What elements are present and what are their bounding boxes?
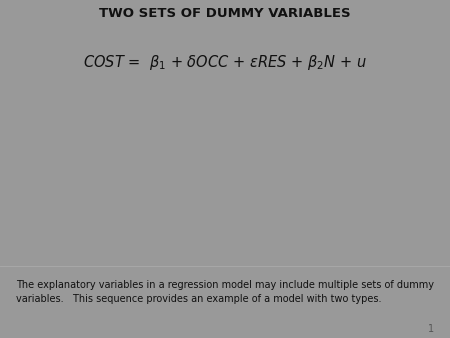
- Text: TWO SETS OF DUMMY VARIABLES: TWO SETS OF DUMMY VARIABLES: [99, 7, 351, 20]
- Text: $\mathit{COST}$ =  $\beta_1$ + $\delta\mathit{OCC}$ + $\varepsilon\mathit{RES}$ : $\mathit{COST}$ = $\beta_1$ + $\delta\ma…: [83, 52, 367, 72]
- Text: The explanatory variables in a regression model may include multiple sets of dum: The explanatory variables in a regressio…: [16, 281, 434, 304]
- Text: 1: 1: [428, 324, 434, 334]
